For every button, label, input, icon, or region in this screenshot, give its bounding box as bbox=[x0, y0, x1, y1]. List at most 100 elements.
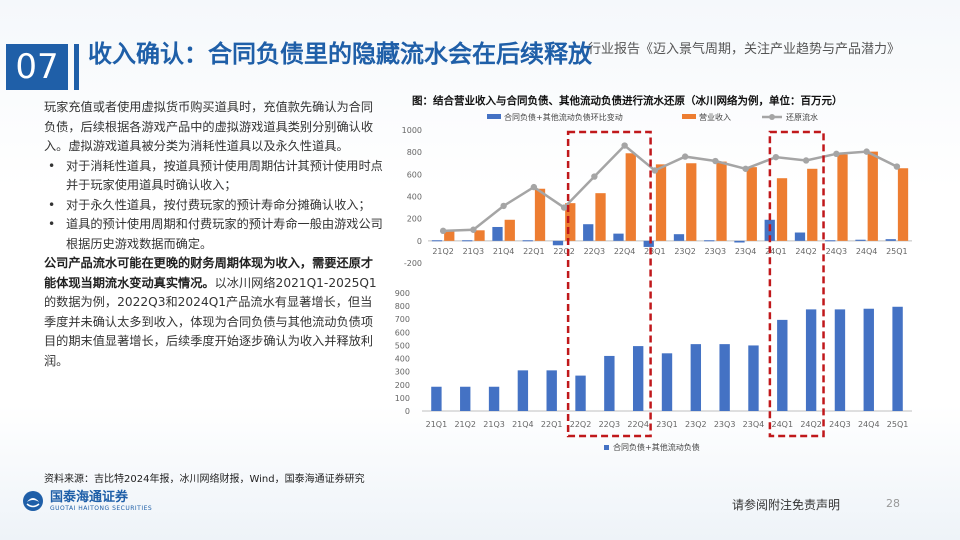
flow-point bbox=[681, 153, 689, 160]
conclusion-paragraph: 公司产品流水可能在更晚的财务周期体现为收入，需要还原才能体现当期流水变动真实情况… bbox=[44, 254, 384, 371]
brand-logo: 国泰海通证券 GUOTAI HAITONG SECURITIES bbox=[22, 490, 152, 512]
y-tick-label: 600 bbox=[395, 328, 410, 337]
bar-liability bbox=[892, 306, 903, 411]
example-text: 以冰川网络2021Q1-2025Q1的数据为例，2022Q3和2024Q1产品流… bbox=[44, 275, 377, 368]
bar-liability bbox=[805, 309, 817, 411]
bar-liability-change bbox=[825, 240, 836, 242]
legend-label-flow: 还原流水 bbox=[786, 112, 818, 122]
bar-liability bbox=[834, 309, 846, 411]
y-tick-label: 400 bbox=[395, 355, 410, 364]
x-tick-label: 22Q1 bbox=[541, 420, 563, 429]
page-title: 收入确认：合同负债里的隐藏流水会在后续释放 bbox=[88, 40, 592, 68]
disclaimer-text: 请参阅附注免责声明 bbox=[732, 498, 841, 512]
bar-liability bbox=[748, 345, 759, 411]
bar-liability-change bbox=[552, 240, 564, 246]
y-tick-label: 500 bbox=[395, 341, 410, 350]
bar-revenue bbox=[625, 153, 636, 241]
x-tick-label: 21Q3 bbox=[483, 420, 505, 429]
brand-name-cn: 国泰海通证券 bbox=[50, 489, 129, 505]
highlight-box bbox=[566, 130, 652, 438]
bar-revenue bbox=[897, 168, 909, 241]
x-tick-label: 23Q1 bbox=[656, 420, 678, 429]
combined-chart: 合同负债+其他流动负债环比变动 营业收入 还原流水10008006004002000… bbox=[395, 112, 912, 452]
source-note: 资料来源：吉比特2024年报，冰川网络财报，Wind，国泰海通证券研究 bbox=[44, 474, 365, 485]
legend-swatch-liability-change bbox=[487, 114, 501, 119]
x-tick-label: 21Q2 bbox=[432, 247, 454, 256]
x-tick-label: 23Q4 bbox=[735, 247, 757, 256]
bar-liability-change bbox=[643, 240, 654, 247]
flow-point bbox=[802, 157, 810, 164]
x-tick-label: 22Q2 bbox=[570, 420, 592, 429]
bar-liability bbox=[575, 375, 586, 411]
bar-revenue bbox=[595, 193, 606, 241]
x-tick-label: 23Q1 bbox=[644, 247, 666, 256]
bar-liability bbox=[777, 319, 788, 411]
page-number: 28 bbox=[886, 497, 900, 510]
section-divider bbox=[74, 44, 79, 90]
flow-point bbox=[470, 226, 477, 233]
flow-point bbox=[621, 142, 628, 149]
x-tick-label: 24Q1 bbox=[765, 247, 787, 256]
x-tick-label: 21Q2 bbox=[454, 420, 476, 429]
flow-point bbox=[530, 183, 538, 191]
bar-revenue bbox=[746, 167, 757, 241]
bar-liability bbox=[661, 353, 673, 411]
bar-liability bbox=[604, 355, 615, 411]
x-tick-label: 22Q1 bbox=[523, 247, 545, 256]
bar-liability-change bbox=[673, 234, 685, 241]
x-tick-label: 23Q4 bbox=[743, 420, 765, 429]
y-tick-label: 800 bbox=[395, 302, 410, 311]
x-tick-label: 23Q3 bbox=[714, 420, 736, 429]
y-tick-label: 100 bbox=[395, 394, 410, 403]
bar-liability-change bbox=[855, 239, 866, 241]
x-tick-label: 22Q4 bbox=[627, 420, 649, 429]
x-tick-label: 22Q3 bbox=[599, 420, 621, 429]
flow-point bbox=[863, 148, 870, 155]
flow-point bbox=[651, 167, 659, 174]
y-tick-label: 900 bbox=[395, 289, 410, 298]
flow-point bbox=[500, 202, 507, 210]
bullet-list: 对于消耗性道具，按道具预计使用周期估计其预计使用时点并于玩家使用道具时确认收入；… bbox=[44, 157, 384, 255]
flow-point bbox=[893, 163, 901, 170]
bar-liability bbox=[431, 386, 442, 411]
y-tick-label: 800 bbox=[407, 148, 422, 157]
bullet-item: 对于消耗性道具，按道具预计使用周期估计其预计使用时点并于玩家使用道具时确认收入； bbox=[44, 157, 384, 196]
bar-liability bbox=[719, 344, 730, 411]
bar-liability-change bbox=[492, 226, 503, 241]
legend-label-liability-change: 合同负债+其他流动负债环比变动 bbox=[504, 112, 623, 122]
intro-paragraph: 玩家充值或者使用虚拟货币购买道具时，充值款先确认为合同负债，后续根据各游戏产品中… bbox=[44, 100, 374, 153]
bar-liability bbox=[460, 386, 471, 411]
bar-liability bbox=[517, 370, 529, 411]
legend-label-revenue: 营业收入 bbox=[699, 112, 731, 122]
bar-liability bbox=[546, 370, 557, 411]
bar-liability-change bbox=[734, 240, 745, 243]
y-tick-label: -200 bbox=[404, 259, 422, 268]
flow-point bbox=[833, 150, 840, 158]
bar-revenue bbox=[534, 188, 546, 241]
x-tick-label: 21Q1 bbox=[426, 420, 448, 429]
x-tick-label: 24Q3 bbox=[829, 420, 851, 429]
bar-revenue bbox=[444, 231, 455, 241]
body-text: 玩家充值或者使用虚拟货币购买道具时，充值款先确认为合同负债，后续根据各游戏产品中… bbox=[44, 98, 384, 371]
section-number: 07 bbox=[6, 44, 68, 90]
x-tick-label: 22Q2 bbox=[553, 247, 575, 256]
bar-liability-change bbox=[431, 240, 443, 242]
x-tick-label: 22Q3 bbox=[584, 247, 606, 256]
legend-swatch-revenue bbox=[682, 114, 696, 119]
bar-liability-change bbox=[885, 239, 896, 241]
x-tick-label: 23Q3 bbox=[705, 247, 727, 256]
bar-liability-change bbox=[794, 232, 806, 241]
bar-revenue bbox=[776, 178, 788, 241]
x-tick-label: 23Q2 bbox=[685, 420, 707, 429]
y-tick-label: 400 bbox=[407, 193, 422, 202]
bar-liability-change bbox=[704, 240, 715, 242]
brand-mark-icon bbox=[23, 491, 43, 511]
chart-title: 图：结合营业收入与合同负债、其他流动负债进行流水还原（冰川网络为例，单位：百万元… bbox=[412, 95, 843, 107]
legend-swatch-liability bbox=[604, 445, 609, 450]
emphasis-text: 公司产品流水可能在更晚的财务周期体现为收入，需要还原才能体现当期流水变动真实情况… bbox=[44, 256, 374, 290]
report-name: 行业报告《迈入景气周期，关注产业趋势与产品潜力》 bbox=[588, 42, 901, 57]
x-tick-label: 24Q2 bbox=[800, 420, 822, 429]
bar-revenue bbox=[504, 219, 515, 241]
y-tick-label: 0 bbox=[417, 237, 422, 246]
